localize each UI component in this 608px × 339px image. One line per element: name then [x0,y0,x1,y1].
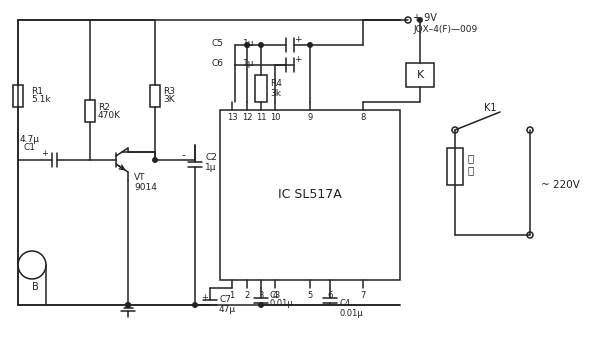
Bar [255,75,267,102]
Text: 1μ: 1μ [205,162,216,172]
Text: 5: 5 [308,292,313,300]
Text: 12: 12 [242,114,252,122]
Text: JQX–4(F)—009: JQX–4(F)—009 [413,24,477,34]
Circle shape [527,127,533,133]
Text: 4.7μ: 4.7μ [20,135,40,143]
Text: 3: 3 [258,292,264,300]
Text: +: + [201,294,208,302]
Text: VT: VT [134,174,145,182]
Text: R1: R1 [31,86,43,96]
Text: C6: C6 [211,60,223,68]
Text: 11: 11 [256,114,266,122]
Text: +: + [294,55,302,63]
Text: R3: R3 [163,86,175,96]
Text: 载: 载 [467,165,473,175]
Text: 10: 10 [270,114,280,122]
Text: 1μ: 1μ [243,40,255,48]
Text: C5: C5 [211,40,223,48]
Bar [85,100,95,122]
Text: 13: 13 [227,114,237,122]
Text: 负: 负 [467,153,473,163]
Text: 6: 6 [327,292,333,300]
Circle shape [418,18,422,22]
Circle shape [18,251,46,279]
Text: 9014: 9014 [134,183,157,193]
Text: C2: C2 [205,154,217,162]
Circle shape [527,232,533,238]
Circle shape [308,43,312,47]
Text: 0.01μ: 0.01μ [339,308,363,318]
Text: ~ 220V: ~ 220V [541,180,579,190]
Text: 470K: 470K [98,112,121,120]
Text: 4: 4 [272,292,278,300]
Text: R4: R4 [270,79,282,87]
Text: 47μ: 47μ [219,304,236,314]
Bar [447,148,463,185]
Text: 1: 1 [229,292,235,300]
Circle shape [245,43,249,47]
Circle shape [126,303,130,307]
Text: 1μ: 1μ [243,60,255,68]
Text: 7: 7 [361,292,365,300]
Circle shape [405,17,411,23]
Text: K1: K1 [484,103,496,113]
Text: IC SL517A: IC SL517A [278,188,342,201]
Circle shape [259,43,263,47]
Text: -: - [181,150,185,160]
Text: C7: C7 [219,296,231,304]
Text: 2: 2 [244,292,250,300]
Circle shape [259,303,263,307]
Circle shape [452,127,458,133]
Text: 3K: 3K [163,96,174,104]
Bar [406,63,434,87]
Text: +: + [294,35,302,43]
Text: R2: R2 [98,102,110,112]
Text: 5.1k: 5.1k [31,96,50,104]
Text: 3k: 3k [270,88,281,98]
Text: 9: 9 [308,114,313,122]
Text: K: K [416,70,424,80]
Text: C3: C3 [270,291,282,299]
Text: 8: 8 [361,114,365,122]
Bar [13,85,23,107]
Circle shape [126,303,130,307]
Circle shape [153,158,157,162]
Text: + 9V: + 9V [413,13,437,23]
Text: +: + [41,148,49,158]
Text: 0.01μ: 0.01μ [270,299,294,308]
Text: C4: C4 [339,299,350,308]
Text: B: B [32,282,38,292]
Circle shape [193,303,197,307]
Text: C1: C1 [24,143,36,153]
Bar [220,110,400,280]
Bar [150,85,160,107]
